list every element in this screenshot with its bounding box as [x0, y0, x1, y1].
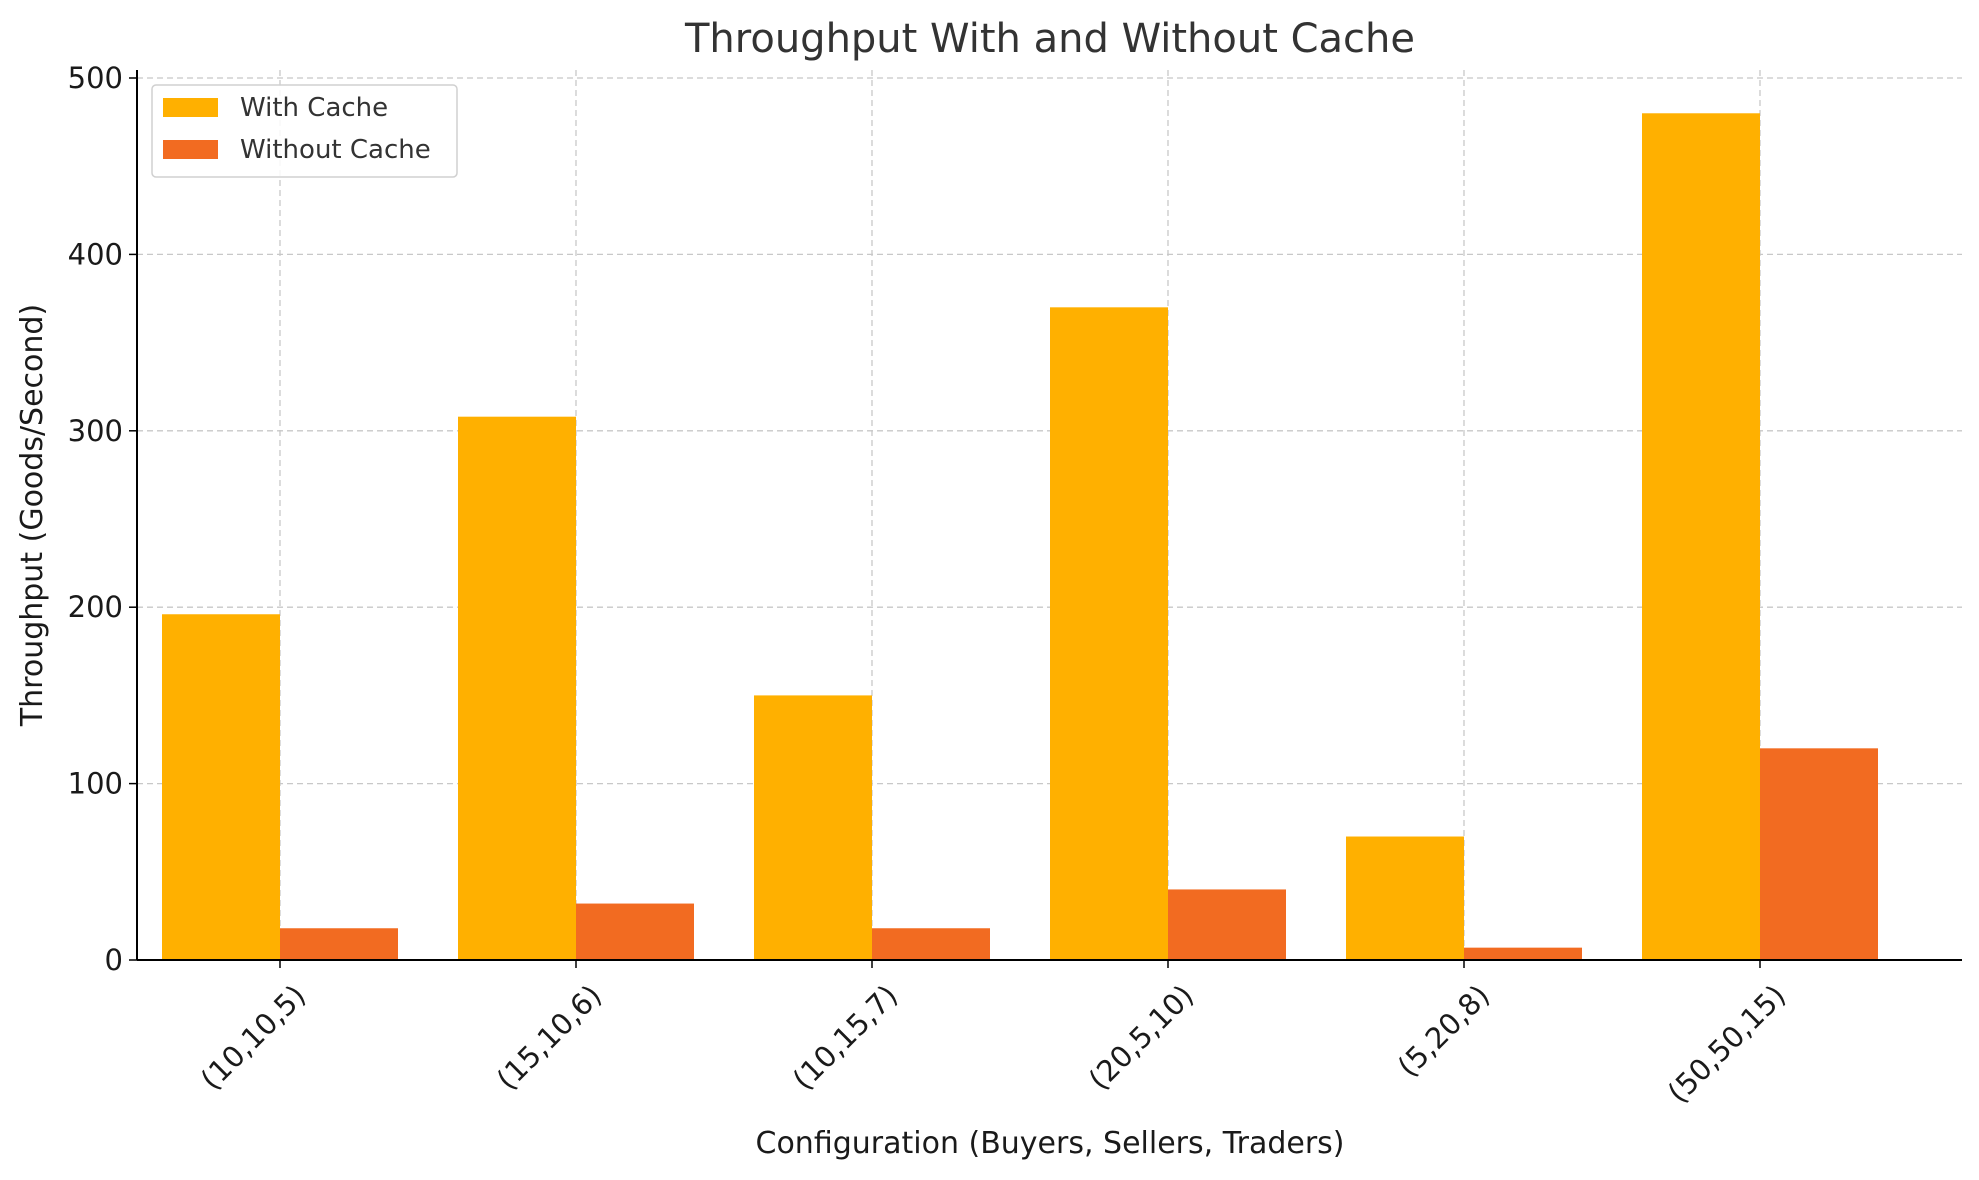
- legend-label: Without Cache: [240, 135, 431, 165]
- legend-box: [151, 84, 458, 178]
- bar-without-cache: [1760, 748, 1878, 960]
- chart-title: Throughput With and Without Cache: [684, 16, 1415, 62]
- x-tick-label: (15,10,6): [490, 978, 608, 1096]
- x-tick-label: (10,15,7): [786, 978, 904, 1096]
- bar-with-cache: [1050, 307, 1168, 960]
- bar-with-cache: [1642, 113, 1760, 960]
- bar-without-cache: [280, 928, 398, 960]
- x-tick-label: (10,10,5): [194, 978, 312, 1096]
- bar-with-cache: [754, 695, 872, 960]
- y-tick-label: 300: [68, 414, 123, 448]
- legend-label: With Cache: [240, 93, 388, 123]
- x-tick-label: (50,50,15): [1661, 978, 1792, 1109]
- bar-with-cache: [1346, 836, 1464, 960]
- bar-without-cache: [576, 903, 694, 960]
- y-axis-label: Throughput (Goods/Second): [15, 304, 50, 727]
- y-tick-label: 200: [68, 590, 123, 624]
- legend: With Cache Without Cache: [151, 84, 458, 178]
- y-tick-label: 400: [68, 237, 123, 271]
- bar-without-cache: [872, 928, 990, 960]
- legend-swatch: [163, 140, 218, 159]
- y-tick-label: 100: [68, 767, 123, 801]
- bars-layer: [162, 113, 1878, 960]
- bar-without-cache: [1168, 889, 1286, 960]
- bar-with-cache: [458, 416, 576, 960]
- bar-with-cache: [162, 614, 280, 960]
- y-tick-label: 0: [105, 943, 123, 977]
- x-tick-label: (5,20,8): [1391, 978, 1496, 1083]
- x-tick-label: (20,5,10): [1082, 978, 1200, 1096]
- bar-without-cache: [1464, 947, 1582, 960]
- y-tick-label: 500: [68, 61, 123, 95]
- x-axis-label: Configuration (Buyers, Sellers, Traders): [756, 1126, 1345, 1161]
- legend-swatch: [163, 98, 218, 117]
